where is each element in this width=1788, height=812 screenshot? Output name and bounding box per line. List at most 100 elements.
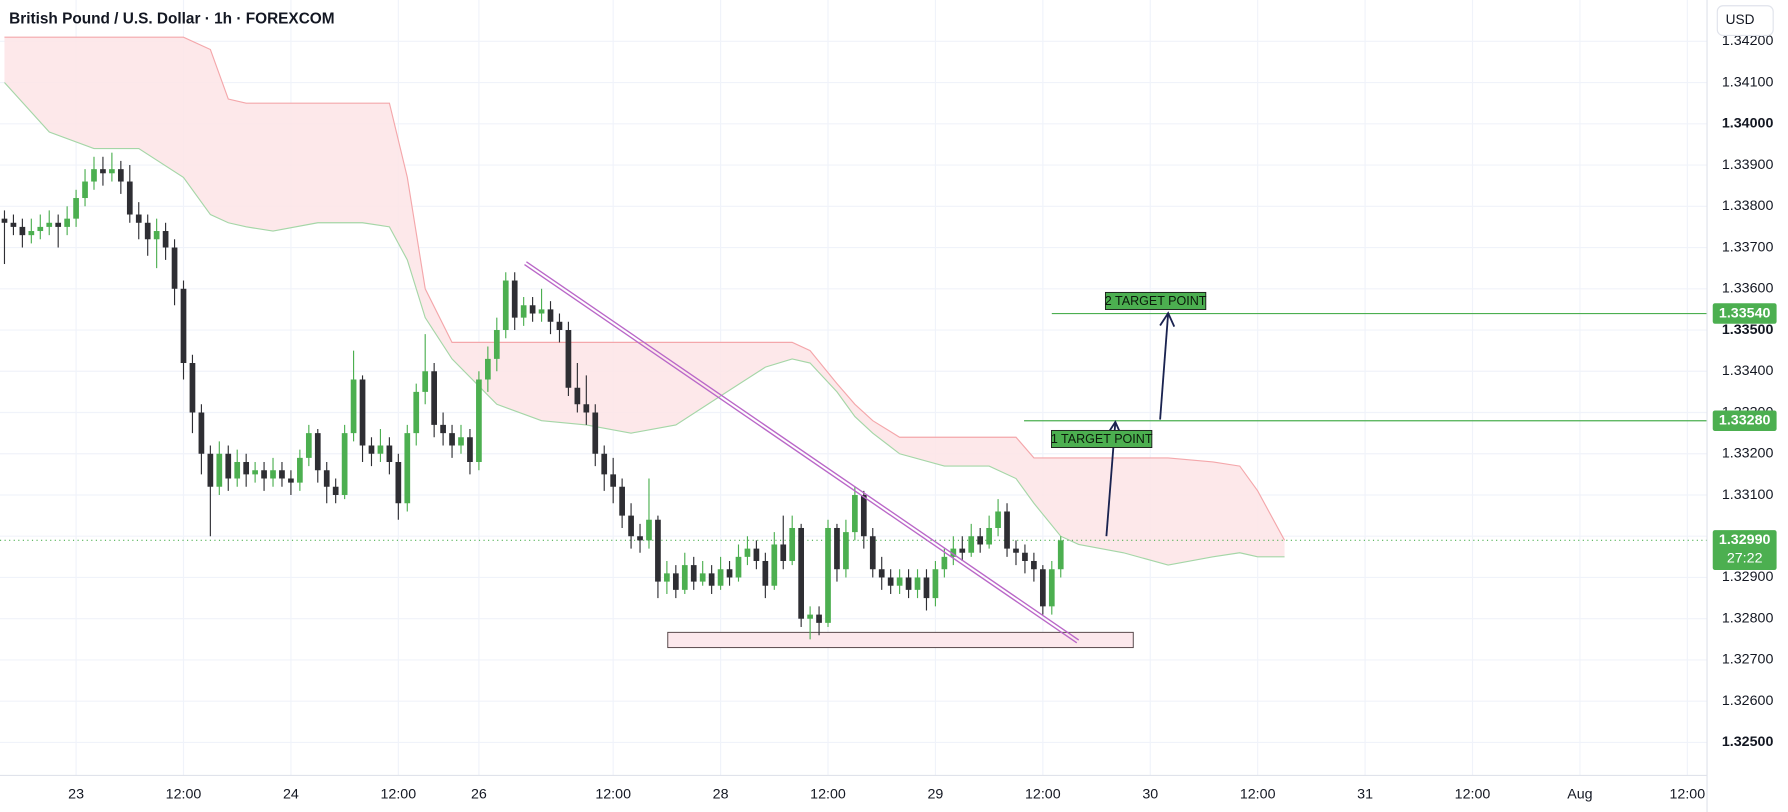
candle-body	[323, 470, 330, 487]
candle-body	[350, 379, 357, 434]
candle-body	[941, 556, 948, 570]
candle-body	[520, 305, 527, 318]
candle-body	[986, 527, 992, 545]
candle-body	[440, 424, 446, 434]
target-label: 2 TARGET POINT	[1105, 294, 1207, 308]
candle-body	[216, 453, 223, 487]
candle-body	[135, 214, 142, 223]
currency-button[interactable]	[1716, 5, 1774, 36]
candle-body	[869, 536, 876, 570]
candle-body	[261, 470, 267, 479]
candle-body	[807, 614, 813, 619]
candle-body	[932, 569, 939, 599]
candle-body	[1048, 569, 1055, 607]
candle-body	[225, 453, 232, 479]
y-tick-label: 1.33700	[1722, 239, 1774, 255]
candle-body	[717, 569, 724, 586]
y-tick-label: 1.34200	[1722, 33, 1774, 49]
candle-body	[386, 445, 393, 462]
candle-body	[664, 573, 670, 582]
x-tick-label: 12:00	[810, 787, 846, 803]
x-tick-label: 26	[471, 787, 487, 803]
y-tick-label: 1.32500	[1722, 734, 1774, 750]
candle-body	[55, 222, 62, 227]
candle-body	[252, 470, 258, 475]
grid	[0, 0, 1708, 776]
target-label-box	[1104, 291, 1207, 310]
candle-body	[672, 573, 679, 590]
candle-body	[368, 445, 375, 454]
candle-body	[538, 309, 545, 314]
candle-body	[574, 387, 581, 405]
candle-body	[878, 569, 885, 578]
countdown: 27:22	[1727, 550, 1763, 566]
candle-body	[681, 565, 688, 590]
target-price-tag-label: 1.33280	[1719, 413, 1771, 429]
target-price-tag-box	[1712, 303, 1777, 324]
candle-body	[162, 231, 169, 248]
x-tick-label: 12:00	[1240, 787, 1276, 803]
candle-body	[708, 573, 715, 586]
y-tick-label: 1.33100	[1722, 487, 1774, 503]
candle-body	[860, 494, 867, 537]
candle-body	[332, 486, 339, 495]
x-tick-label: 28	[713, 787, 729, 803]
candle-body	[887, 577, 894, 586]
candle-body	[207, 453, 214, 487]
last-price-label: 1.32990	[1719, 532, 1771, 548]
candle-body	[1, 218, 8, 223]
candle-body	[234, 461, 241, 479]
last-price-box	[1712, 530, 1777, 571]
candle-body	[771, 544, 778, 586]
y-tick-label: 1.33500	[1722, 322, 1774, 338]
trendline	[526, 261, 1080, 641]
candle-body	[1031, 560, 1037, 570]
candle-body	[297, 457, 303, 483]
candle-body	[171, 247, 178, 289]
candle-body	[753, 548, 760, 561]
drawings	[0, 539, 1708, 649]
candle-body	[977, 536, 984, 545]
x-tick-label: 12:00	[1670, 787, 1706, 803]
y-tick-label: 1.32600	[1722, 693, 1774, 709]
candle-body	[619, 486, 625, 516]
target-arrow	[1159, 313, 1170, 420]
candle-body	[413, 391, 420, 434]
candle-body	[726, 569, 733, 578]
candle-body	[126, 181, 133, 215]
candle-body	[798, 527, 805, 619]
candle-body	[64, 218, 70, 227]
candle-body	[82, 181, 88, 199]
y-tick-label: 1.33200	[1722, 446, 1774, 462]
cloud-area	[4, 37, 1285, 566]
candle-body	[1004, 511, 1010, 549]
annotations: 1 TARGET POINT 2 TARGET POINT	[524, 261, 1708, 644]
candle-body	[923, 577, 930, 599]
currency-button-label[interactable]: USD	[1726, 12, 1755, 27]
x-tick-label: 12:00	[1025, 787, 1061, 803]
candle-body	[431, 371, 437, 425]
candle-body	[959, 548, 966, 553]
cloud-span-b	[4, 82, 1285, 566]
candle-body	[449, 433, 455, 446]
candle-body	[359, 379, 366, 446]
candle-body	[404, 433, 411, 504]
candle-body	[565, 330, 572, 388]
candle-body	[655, 519, 661, 582]
candle-body	[288, 478, 294, 483]
candles	[1, 152, 1064, 640]
x-tick-label: 23	[68, 787, 84, 803]
candle-body	[485, 358, 491, 380]
y-tick-label: 1.34000	[1722, 116, 1774, 132]
candle-body	[896, 577, 903, 586]
candle-body	[19, 226, 26, 236]
candle-body	[816, 614, 822, 623]
candle-body	[511, 280, 518, 318]
candle-body	[583, 404, 590, 413]
candle-body	[153, 231, 160, 240]
candle-body	[843, 532, 849, 570]
candle-body	[646, 519, 652, 541]
candle-body	[637, 536, 643, 541]
